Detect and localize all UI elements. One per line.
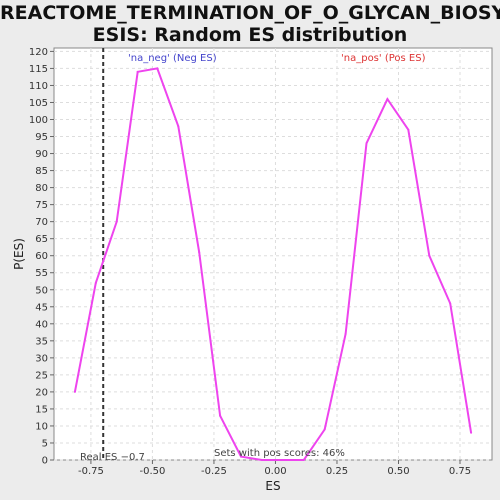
y-tick-label: 105 — [29, 98, 48, 109]
data-point — [323, 428, 326, 431]
x-tick-label: -0.25 — [201, 466, 227, 477]
y-axis-title: P(ES) — [12, 238, 26, 270]
data-point — [428, 254, 431, 257]
y-tick-label: 70 — [35, 217, 48, 228]
y-tick-label: 65 — [35, 234, 48, 245]
real-es-label: Real ES −0.7 — [80, 452, 145, 463]
series-line-es-distribution — [73, 67, 473, 461]
y-tick-label: 90 — [35, 149, 48, 160]
data-point — [407, 128, 410, 131]
data-point — [449, 302, 452, 305]
y-tick-label: 0 — [42, 456, 48, 467]
x-tick-label: -0.75 — [78, 466, 104, 477]
y-tick-label: 45 — [35, 302, 48, 313]
data-point — [115, 220, 118, 223]
y-tick-label: 35 — [35, 336, 48, 347]
plot-background — [53, 47, 493, 461]
data-point — [386, 98, 389, 101]
y-tick-label: 75 — [35, 200, 48, 211]
x-tick-label: 0.25 — [326, 466, 348, 477]
y-tick-label: 80 — [35, 183, 48, 194]
y-axis-ticks: 0 5 10 15 20 25 30 35 40 45 50 55 60 65 70 75 80 85 90 95 10… — [29, 47, 54, 467]
data-point — [219, 414, 222, 417]
y-tick-label: 60 — [35, 251, 48, 262]
y-tick-label: 20 — [35, 387, 48, 398]
y-tick-label: 15 — [35, 404, 48, 415]
y-tick-label: 30 — [35, 353, 48, 364]
series-points — [73, 67, 473, 461]
pos-es-label: 'na_pos' (Pos ES) — [341, 53, 426, 64]
data-point — [94, 281, 97, 284]
data-point — [365, 142, 368, 145]
y-tick-label: 100 — [29, 115, 48, 126]
y-tick-label: 5 — [42, 438, 48, 449]
data-point — [177, 125, 180, 128]
neg-es-label: 'na_neg' (Neg ES) — [128, 53, 217, 64]
chart-title-line-2: ESIS: Random ES distribution — [92, 24, 408, 46]
y-tick-label: 85 — [35, 166, 48, 177]
data-point — [73, 390, 76, 393]
chart-title-line-1: REACTOME_TERMINATION_OF_O_GLYCAN_BIOSYNT… — [0, 2, 500, 24]
data-point — [156, 67, 159, 70]
y-tick-label: 40 — [35, 319, 48, 330]
data-point — [240, 455, 243, 458]
y-tick-label: 10 — [35, 421, 48, 432]
data-point — [136, 70, 139, 73]
x-tick-label: 0.00 — [264, 466, 286, 477]
y-tick-label: 50 — [35, 285, 48, 296]
y-tick-label: 120 — [29, 47, 48, 58]
y-tick-label: 25 — [35, 370, 48, 381]
y-tick-label: 95 — [35, 132, 48, 143]
x-tick-label: 0.75 — [449, 466, 471, 477]
sets-with-pos-scores-label: Sets with pos scores: 46% — [214, 448, 345, 459]
x-tick-label: 0.50 — [387, 466, 409, 477]
x-tick-label: -0.50 — [139, 466, 165, 477]
y-tick-label: 55 — [35, 268, 48, 279]
y-tick-label: 115 — [29, 64, 48, 75]
data-point — [260, 459, 263, 461]
y-tick-label: 110 — [29, 81, 48, 92]
x-axis-title: ES — [265, 479, 280, 493]
data-point — [198, 251, 201, 254]
data-point — [302, 459, 305, 461]
data-point — [344, 333, 347, 336]
data-point — [470, 431, 473, 434]
data-point — [281, 459, 284, 461]
grid — [54, 48, 492, 461]
